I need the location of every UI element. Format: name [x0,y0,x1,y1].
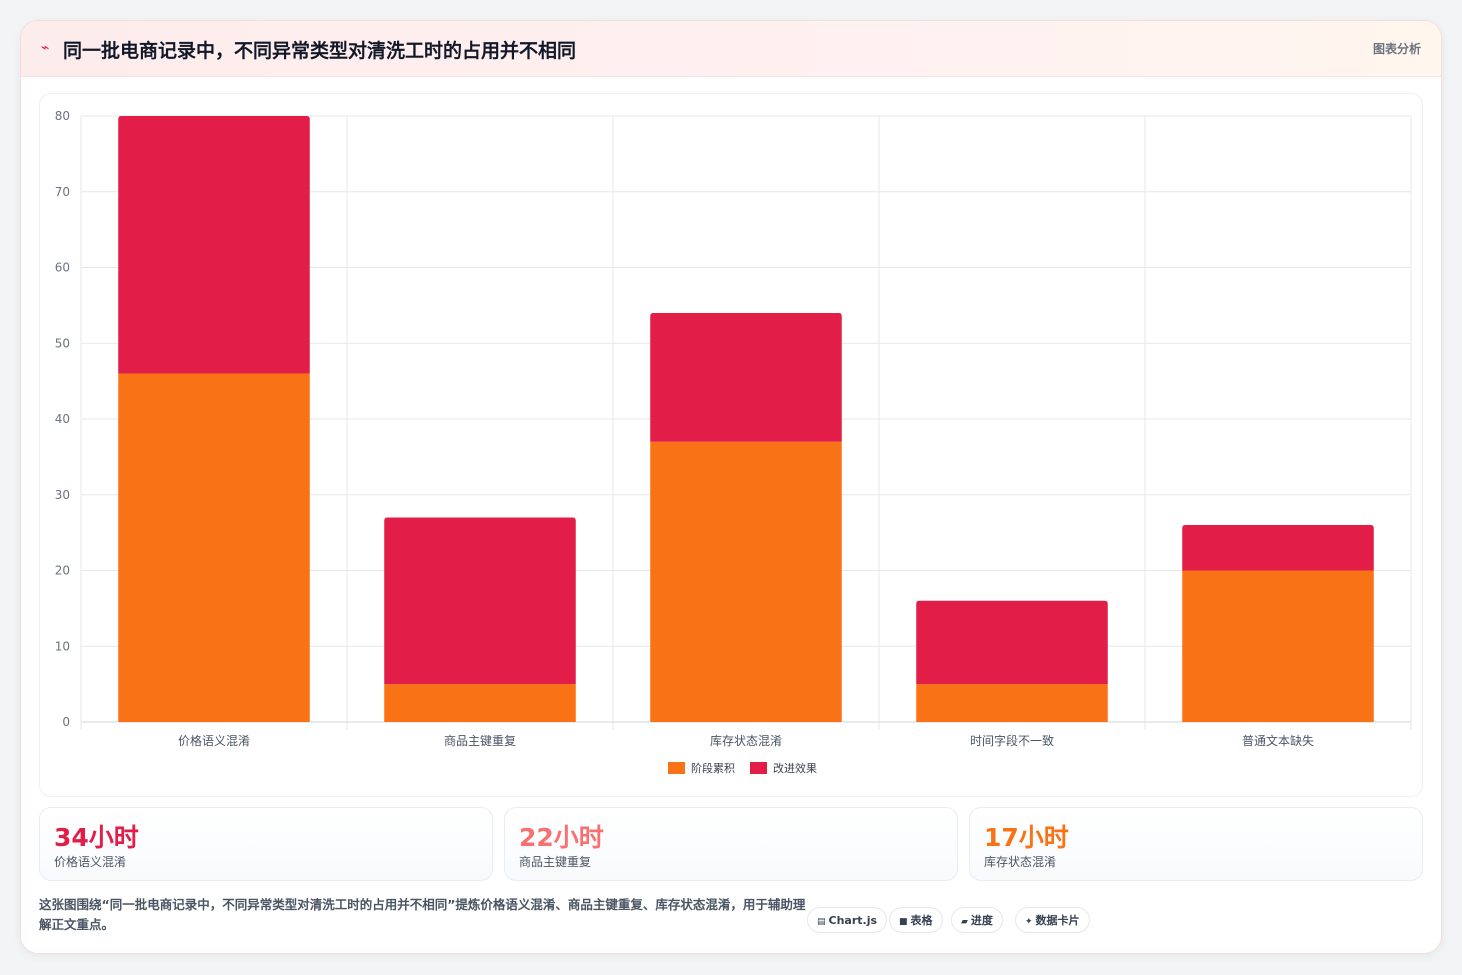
bar-segment [118,116,310,374]
x-tick-label: 库存状态混淆 [710,733,782,748]
chart-description: 这张图围绕“同一批电商记录中，不同异常类型对清洗工时的占用并不相同”提炼价格语义… [39,897,806,932]
chart-card: ⌁ 同一批电商记录中，不同异常类型对清洗工时的占用并不相同 图表分析 0 10 20… [20,20,1442,954]
chart-analysis-tag: 图表分析 [1372,42,1421,56]
bar-segment [650,312,842,442]
bar-segment [1182,570,1374,722]
chip-chartjs[interactable]: ▤ Chart.js [807,907,888,933]
stat-label: 库存状态混淆 [984,855,1057,869]
stat-label: 商品主键重复 [519,855,592,869]
stat-card-2: 22小时 商品主键重复 [504,807,958,881]
legend-swatch [750,762,767,774]
stacked-bar-chart: 0 10 20 30 40 50 60 70 80 价格语义混淆 商品主键重复 库存状态混淆 时间字段不… [55,109,1412,775]
chart-panel: 0 10 20 30 40 50 60 70 80 价格语义混淆 商品主键重复 库存状态混淆 时间字段不… [39,93,1423,797]
y-tick-label: 70 [55,185,70,199]
x-tick-label: 时间字段不一致 [970,733,1054,748]
y-tick-label: 0 [62,715,70,729]
x-tick-label: 商品主键重复 [444,733,516,748]
sparkle-icon: ✦ [1025,917,1033,927]
bar-segment [384,517,576,685]
stat-card-3: 17小时 库存状态混淆 [969,807,1423,881]
y-tick-label: 60 [55,261,70,275]
page-title: 同一批电商记录中，不同异常类型对清洗工时的占用并不相同 [63,40,577,62]
stat-card-1: 34小时 价格语义混淆 [39,807,493,881]
legend-swatch [668,762,685,774]
stat-label: 价格语义混淆 [54,855,127,869]
table-icon: ■ [899,917,908,927]
stat-value: 17小时 [984,823,1069,852]
stat-value: 34小时 [54,823,139,852]
x-tick-label: 普通文本缺失 [1242,733,1314,748]
y-tick-label: 10 [55,639,70,653]
bar-segment [1182,525,1374,571]
bar-segment [384,684,576,722]
card-header: ⌁ 同一批电商记录中，不同异常类型对清洗工时的占用并不相同 图表分析 [21,21,1441,77]
chip-label: 进度 [970,914,993,927]
bar-segment [916,600,1108,685]
chip-progress[interactable]: ▰ 进度 [951,907,1003,933]
chart-icon: ▤ [817,917,826,927]
stat-value: 22小时 [519,823,604,852]
bar-segment [916,684,1108,722]
progress-icon: ▰ [961,917,968,927]
chip-table[interactable]: ■ 表格 [889,907,943,933]
legend-label: 改进效果 [773,761,817,775]
x-tick-label: 价格语义混淆 [178,733,250,748]
chip-data-card[interactable]: ✦ 数据卡片 [1015,907,1090,933]
y-tick-label: 50 [55,336,70,350]
y-tick-label: 30 [55,488,70,502]
legend-label: 阶段累积 [691,761,735,775]
stats-row: 34小时 价格语义混淆 22小时 商品主键重复 17小时 库存状态混淆 [39,807,1423,881]
bar-segment [650,441,842,722]
bar-segment [118,373,310,722]
chip-label: Chart.js [828,914,878,927]
y-tick-label: 80 [55,109,70,123]
chip-label: 数据卡片 [1035,914,1080,927]
zigzag-icon: ⌁ [41,40,50,56]
chip-label: 表格 [910,914,933,927]
y-tick-label: 40 [55,412,70,426]
y-tick-label: 20 [55,564,70,578]
